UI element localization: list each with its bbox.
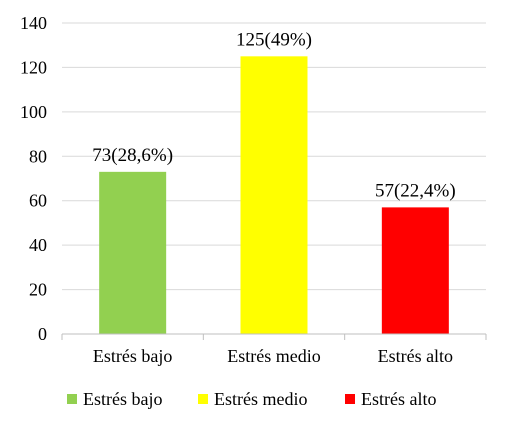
y-tick-label: 40 xyxy=(29,235,47,255)
legend-swatch-2 xyxy=(198,394,208,404)
data-label: 73(28,6%) xyxy=(92,145,173,166)
legend-swatch-1 xyxy=(67,394,77,404)
legend-label: Estrés medio xyxy=(214,389,307,409)
y-tick-label: 20 xyxy=(29,280,47,300)
x-axis-ticks: Estrés bajo Estrés medio Estrés alto xyxy=(93,346,453,366)
bar-1 xyxy=(99,171,167,334)
y-tick-label: 100 xyxy=(20,102,47,122)
bars xyxy=(99,56,449,334)
y-tick-label: 60 xyxy=(29,191,47,211)
y-axis-ticks: 0 20 40 60 80 100 120 140 xyxy=(20,13,47,344)
legend-label: Estrés bajo xyxy=(83,389,162,409)
legend-swatch-3 xyxy=(345,394,355,404)
x-tick-label: Estrés medio xyxy=(227,346,320,366)
y-tick-label: 140 xyxy=(20,13,47,33)
data-labels: 73(28,6%) 125(49%) 57(22,4%) xyxy=(92,29,455,201)
bar-2 xyxy=(240,56,308,334)
legend: Estrés bajo Estrés medio Estrés alto xyxy=(67,389,436,409)
x-tick-label: Estrés alto xyxy=(378,346,453,366)
x-tick-label: Estrés bajo xyxy=(93,346,172,366)
y-tick-label: 0 xyxy=(38,324,47,344)
y-tick-label: 80 xyxy=(29,146,47,166)
legend-label: Estrés alto xyxy=(361,389,436,409)
data-label: 57(22,4%) xyxy=(375,180,456,201)
data-label: 125(49%) xyxy=(236,29,312,50)
y-tick-label: 120 xyxy=(20,57,47,77)
bar-3 xyxy=(381,207,449,334)
x-axis xyxy=(61,333,487,340)
